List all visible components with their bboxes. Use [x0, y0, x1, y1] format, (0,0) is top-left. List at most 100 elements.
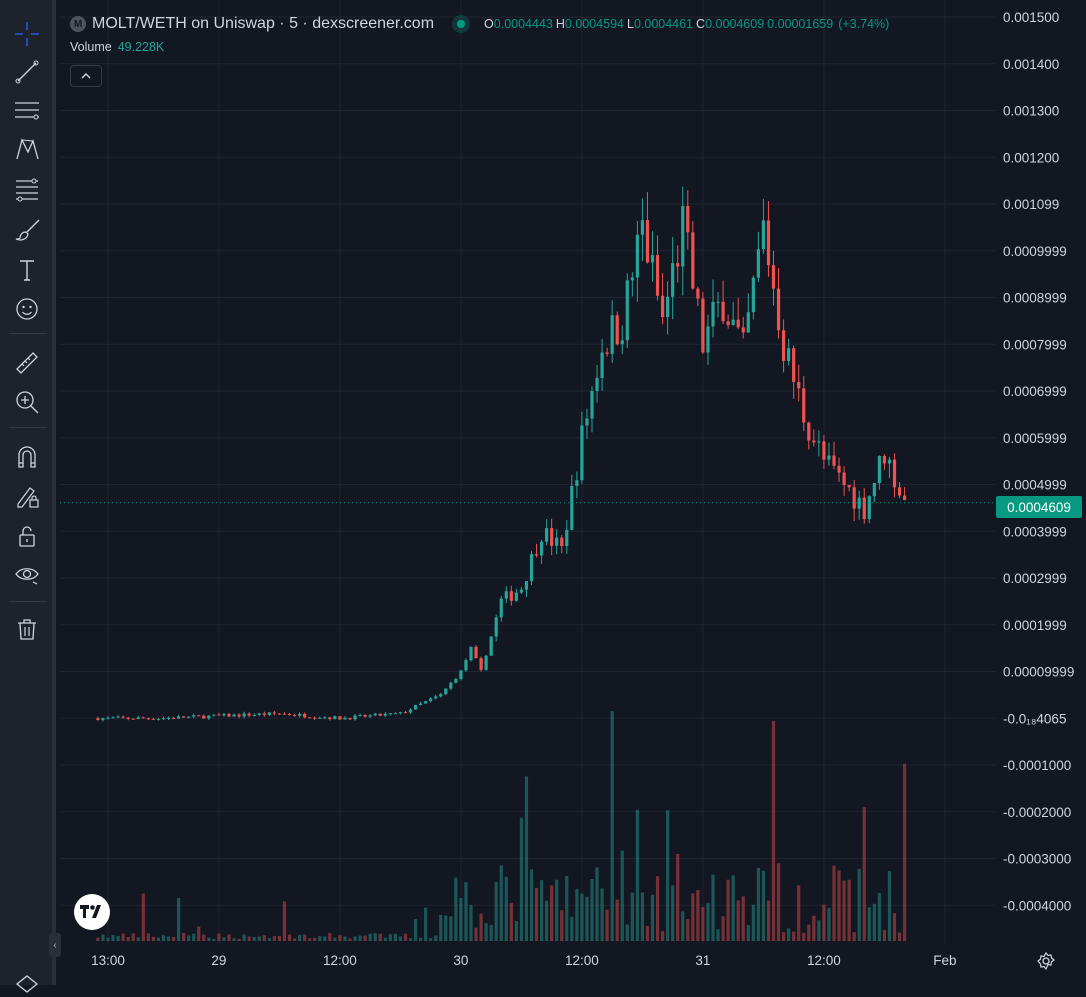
volume-bar	[267, 938, 271, 941]
volume-bar	[418, 937, 423, 941]
candle-body	[862, 497, 866, 520]
candle-body	[560, 537, 564, 547]
trend-line-icon[interactable]	[10, 55, 44, 89]
volume-bar	[313, 937, 317, 941]
volume-bar	[812, 915, 816, 941]
volume-bar	[106, 937, 110, 941]
candle-body	[136, 717, 140, 720]
candle-body	[842, 472, 846, 486]
horizontal-lines-icon[interactable]	[10, 93, 44, 127]
volume-bar	[338, 935, 342, 941]
volume-bar	[872, 903, 876, 941]
candle-body	[292, 715, 297, 717]
candle-body	[771, 265, 776, 289]
tradingview-logo[interactable]	[74, 894, 110, 930]
volume-bar	[781, 932, 786, 941]
symbol-title[interactable]: MOLT/WETH on Uniswap · 5 · dexscreener.c…	[92, 15, 435, 32]
candle-body	[388, 713, 392, 715]
volume-bar	[635, 809, 639, 941]
candle-body	[484, 655, 488, 670]
candle-body	[736, 319, 740, 328]
y-tick-label: -0.0₁₈4065	[1003, 711, 1066, 726]
unlock-icon[interactable]	[10, 519, 44, 553]
volume-bar	[136, 937, 140, 941]
volume-bar	[156, 937, 161, 941]
candle-body	[666, 296, 670, 317]
candle-body	[106, 717, 110, 719]
candle-body	[176, 716, 181, 719]
volume-bar	[509, 902, 513, 941]
symbol-legend: M MOLT/WETH on Uniswap · 5 · dexscreener…	[70, 12, 889, 36]
volume-bar	[434, 935, 438, 941]
candle-body	[338, 716, 342, 720]
legend-collapse-button[interactable]	[70, 65, 102, 87]
candle-body	[802, 388, 806, 423]
settings-gear-icon[interactable]	[1036, 951, 1056, 971]
candle-body	[328, 717, 332, 720]
zoom-in-icon[interactable]	[10, 385, 44, 419]
y-tick-label: -0.0002000	[1003, 805, 1071, 820]
volume-bar	[741, 896, 745, 941]
volume-bar	[539, 880, 544, 941]
ruler-icon[interactable]	[10, 346, 44, 380]
pattern-icon[interactable]	[10, 132, 44, 166]
candle-body	[696, 288, 700, 299]
candle-body	[711, 301, 715, 327]
text-icon[interactable]	[10, 253, 44, 287]
candle-body	[257, 713, 261, 715]
crosshair-icon[interactable]	[10, 17, 44, 51]
candle-body	[509, 591, 513, 601]
candle-body	[187, 716, 191, 718]
volume-bar	[590, 878, 594, 941]
volume-bar	[524, 776, 529, 941]
candle-body	[655, 255, 660, 296]
volume-bar	[222, 937, 226, 941]
volume-bar	[217, 933, 221, 941]
candle-body	[242, 713, 246, 717]
eye-icon[interactable]	[10, 557, 44, 591]
candle-body	[822, 441, 826, 460]
volume-bar	[484, 923, 488, 941]
market-status-indicator[interactable]	[452, 15, 471, 33]
volume-bar	[580, 893, 584, 941]
volume-bar	[297, 934, 302, 941]
volume-bar	[766, 900, 771, 941]
volume-bar	[141, 893, 145, 941]
volume-bar	[560, 910, 564, 941]
trash-icon[interactable]	[10, 612, 44, 646]
candle-body	[348, 717, 352, 720]
candle-body	[494, 617, 498, 637]
candle-body	[887, 459, 892, 464]
volume-bar	[262, 935, 266, 941]
volume-bar	[892, 913, 897, 941]
x-tick-label: 13:00	[91, 953, 125, 968]
candle-body	[706, 326, 710, 353]
candle-body	[418, 703, 423, 705]
brush-icon[interactable]	[10, 213, 44, 247]
candle-body	[207, 715, 211, 719]
volume-legend[interactable]: Volume 49.228K	[70, 40, 164, 54]
candle-body	[474, 646, 478, 659]
candle-body	[504, 591, 508, 599]
y-tick-label: 0.001200	[1003, 150, 1059, 165]
y-tick-label: 0.0007999	[1003, 337, 1067, 352]
fib-retracement-icon[interactable]	[10, 172, 44, 206]
tv-logo-icon	[80, 905, 101, 918]
volume-bar	[368, 933, 372, 941]
volume-bar	[666, 810, 670, 941]
candle-body	[126, 717, 130, 719]
chevron-up-icon	[81, 73, 91, 79]
candle-body	[867, 496, 871, 520]
volume-bar	[827, 907, 831, 941]
candle-body	[182, 716, 186, 718]
collapse-toolbar-button[interactable]: ‹	[49, 933, 61, 957]
volume-bar	[272, 936, 276, 941]
magnet-icon[interactable]	[10, 440, 44, 474]
emoji-icon[interactable]	[10, 292, 44, 326]
volume-bar	[182, 933, 186, 941]
volume-bar	[514, 921, 518, 941]
candle-body	[872, 482, 876, 497]
volume-bar	[247, 936, 251, 941]
lock-drawings-icon[interactable]	[10, 479, 44, 513]
